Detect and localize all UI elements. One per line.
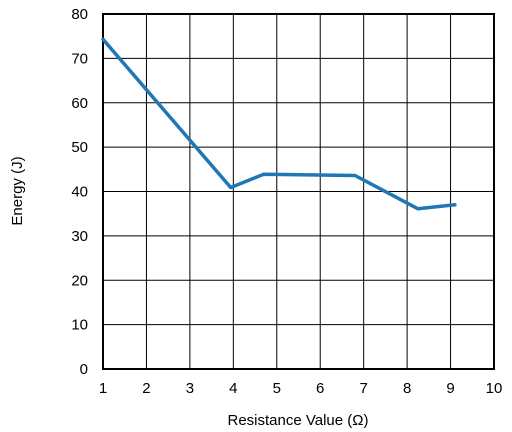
y-tick-labels: 0 10 20 30 40 50 60 70 80 — [71, 6, 88, 378]
x-tick-labels: 1 2 3 4 5 6 7 8 9 10 — [99, 380, 503, 397]
x-tick-label: 4 — [229, 380, 237, 397]
y-axis-label: Energy (J) — [9, 156, 26, 225]
plot-frame — [102, 13, 495, 370]
x-tick-label: 2 — [142, 380, 150, 397]
series-line — [101, 37, 457, 211]
data-point — [229, 186, 233, 190]
y-tick-label: 10 — [71, 317, 88, 334]
x-tick-label: 3 — [186, 380, 194, 397]
x-tick-label: 9 — [446, 380, 454, 397]
data-point — [262, 172, 266, 176]
data-point — [101, 37, 105, 41]
x-tick-label: 10 — [486, 380, 503, 397]
x-tick-label: 5 — [273, 380, 281, 397]
grid — [103, 14, 494, 369]
data-point — [353, 174, 357, 178]
x-tick-label: 1 — [99, 380, 107, 397]
y-tick-label: 0 — [80, 361, 88, 378]
x-tick-label: 8 — [403, 380, 411, 397]
y-tick-label: 70 — [71, 50, 88, 67]
y-tick-label: 30 — [71, 228, 88, 245]
data-point — [416, 207, 420, 211]
x-axis-label: Resistance Value (Ω) — [228, 412, 369, 429]
y-tick-label: 40 — [71, 184, 88, 201]
y-tick-label: 20 — [71, 272, 88, 289]
x-tick-label: 6 — [316, 380, 324, 397]
series-layer — [101, 37, 457, 211]
y-tick-label: 80 — [71, 6, 88, 23]
y-tick-label: 50 — [71, 139, 88, 156]
y-tick-label: 60 — [71, 95, 88, 112]
x-tick-label: 7 — [359, 380, 367, 397]
data-point — [453, 203, 457, 207]
